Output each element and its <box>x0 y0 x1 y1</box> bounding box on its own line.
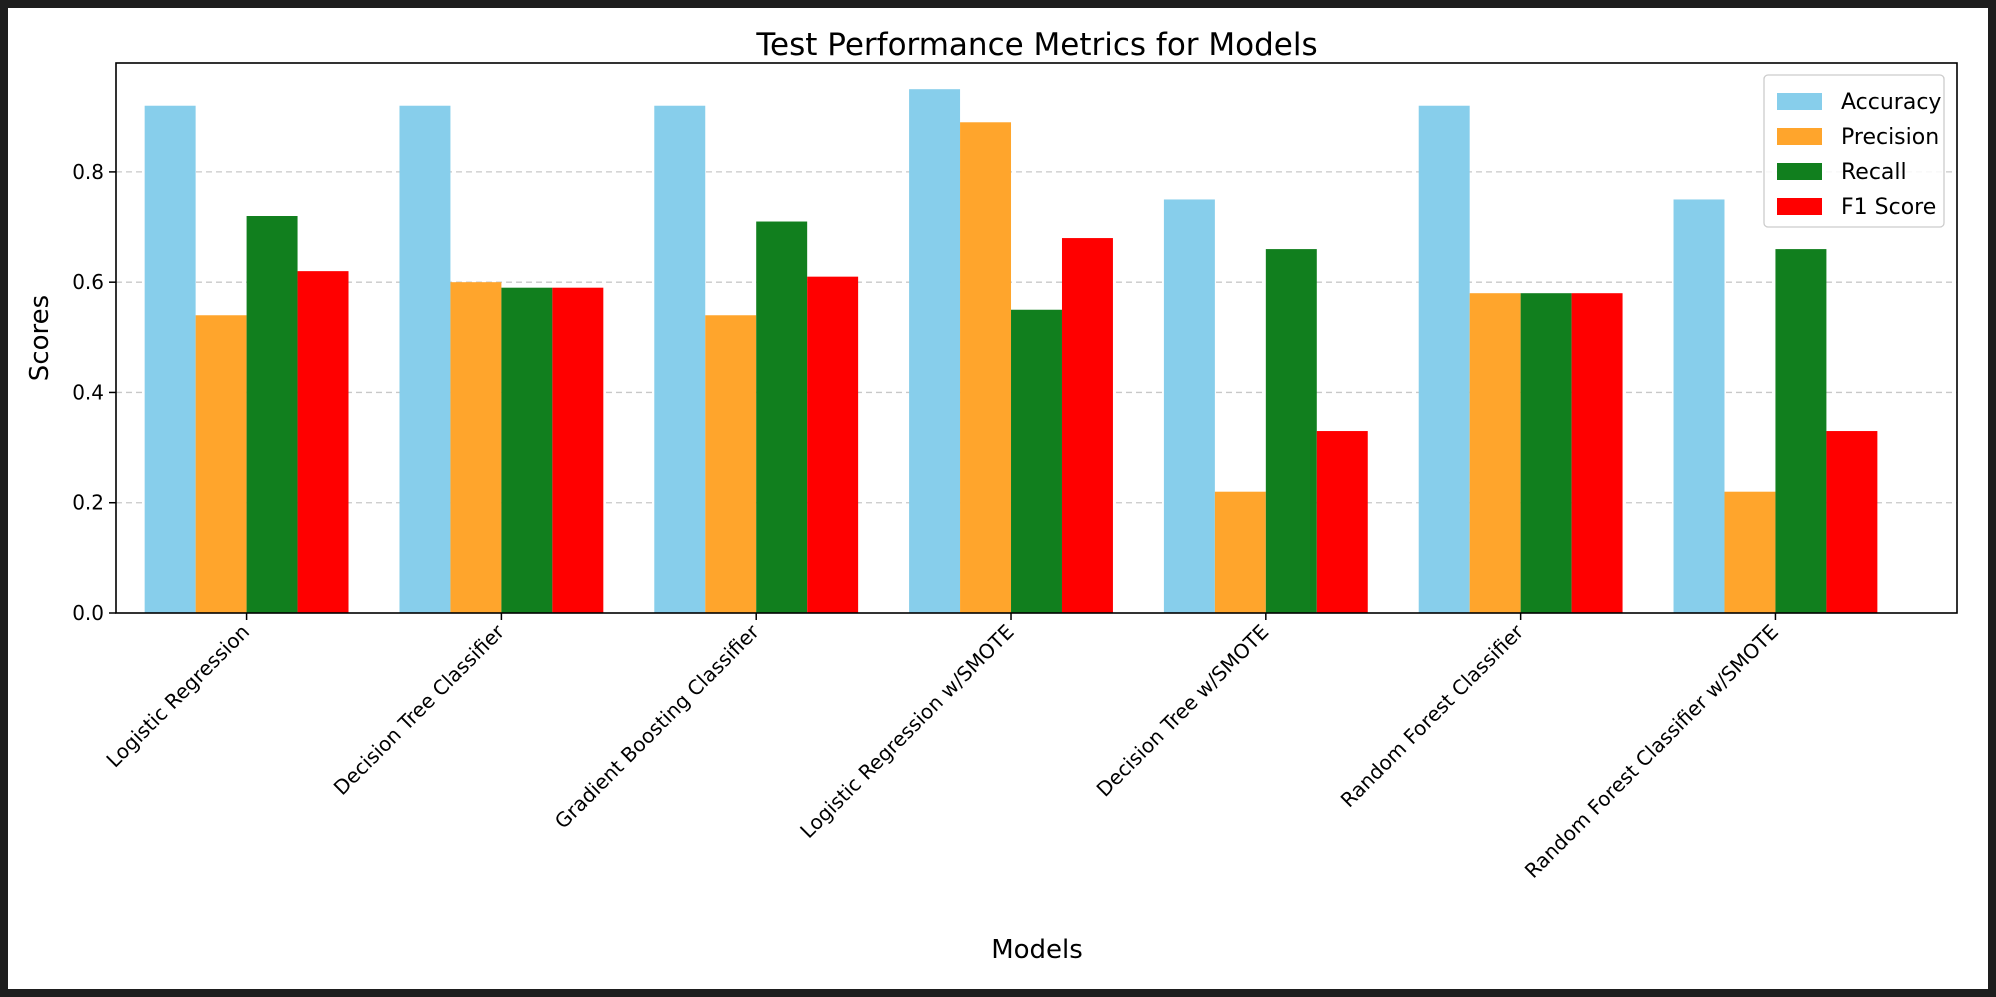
chart-figure: Test Performance Metrics for Models 0.0 0… <box>8 8 1988 989</box>
y-axis-title: Scores <box>25 295 55 381</box>
bar <box>552 287 604 613</box>
bar <box>399 105 451 614</box>
legend-label: F1 Score <box>1841 195 1936 220</box>
y-axis-ticks: 0.0 0.2 0.4 0.6 0.8 <box>72 160 116 625</box>
y-tick-label: 0.2 <box>72 491 104 515</box>
bar <box>705 315 757 613</box>
bar <box>654 105 706 614</box>
y-tick-label: 0.0 <box>72 601 104 625</box>
bar <box>909 89 961 613</box>
legend: Accuracy Precision Recall F1 Score <box>1763 74 1945 228</box>
legend-label: Accuracy <box>1841 90 1941 115</box>
bar <box>807 276 859 613</box>
bar <box>1214 491 1266 613</box>
bar <box>1061 238 1113 613</box>
bars <box>144 89 1878 614</box>
y-tick-label: 0.4 <box>72 380 104 404</box>
plot-frame <box>115 62 1958 614</box>
bar <box>1265 249 1317 614</box>
x-axis-title: Models <box>991 935 1083 965</box>
legend-swatch <box>1777 198 1822 215</box>
bar <box>1316 431 1368 613</box>
bar <box>144 105 196 614</box>
bar <box>1418 105 1470 614</box>
bar <box>246 216 298 614</box>
legend-swatch <box>1777 93 1822 110</box>
bar <box>1673 199 1725 613</box>
bar-chart: Test Performance Metrics for Models 0.00… <box>8 8 1988 989</box>
bar <box>1724 491 1776 613</box>
y-tick-label: 0.6 <box>72 270 104 294</box>
bar <box>195 315 247 613</box>
bar <box>297 271 349 613</box>
bar <box>756 221 808 613</box>
legend-label: Precision <box>1841 125 1939 150</box>
bar <box>1011 309 1062 613</box>
legend-label: Recall <box>1841 160 1907 185</box>
bar <box>450 282 502 613</box>
chart-title: Test Performance Metrics for Models <box>755 27 1317 63</box>
bar <box>1520 293 1572 613</box>
bar <box>501 287 553 613</box>
bar <box>1775 249 1827 614</box>
y-tick-label: 0.8 <box>72 160 104 184</box>
bar <box>1469 293 1521 613</box>
legend-box <box>1763 74 1945 228</box>
legend-swatch <box>1777 128 1822 145</box>
bar <box>960 122 1012 613</box>
bar <box>1163 199 1215 613</box>
legend-swatch <box>1777 163 1822 180</box>
bar <box>1826 431 1878 613</box>
bar <box>1571 293 1623 613</box>
